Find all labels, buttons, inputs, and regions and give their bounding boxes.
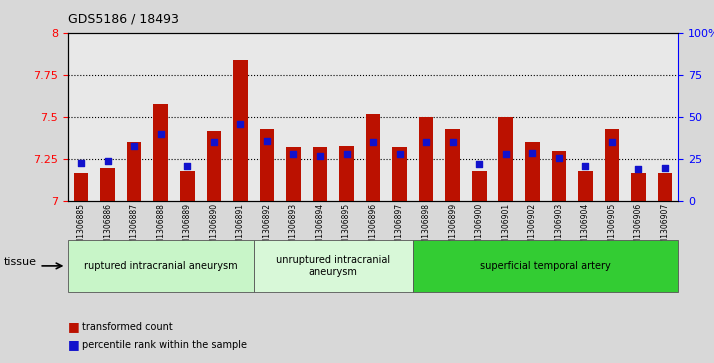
Bar [525,142,540,201]
Bar [233,60,248,201]
Text: transformed count: transformed count [82,322,173,332]
Point [473,162,485,167]
Bar [313,147,327,201]
Point [155,131,166,137]
Point [421,139,432,145]
Bar [419,117,433,201]
Point [606,139,618,145]
Point [394,151,406,157]
Point [367,139,378,145]
Bar [605,129,619,201]
Bar [658,173,673,201]
Bar [127,142,141,201]
Bar [366,114,381,201]
Bar [339,146,354,201]
Point [288,151,299,157]
Bar [286,147,301,201]
Point [235,121,246,127]
Point [208,139,219,145]
Point [447,139,458,145]
Text: unruptured intracranial
aneurysm: unruptured intracranial aneurysm [276,255,391,277]
Point [129,143,140,149]
Bar [154,103,168,201]
Text: tissue: tissue [4,257,36,267]
Text: percentile rank within the sample: percentile rank within the sample [82,340,247,350]
Point [659,165,670,171]
Bar [74,173,89,201]
Bar [472,171,486,201]
Bar [101,168,115,201]
Point [500,151,511,157]
Bar [392,147,407,201]
Point [261,138,273,144]
Point [527,150,538,155]
Text: ■: ■ [68,338,79,351]
Bar [631,173,645,201]
Bar [498,117,513,201]
Point [181,163,193,169]
Bar [551,151,566,201]
Bar [206,131,221,201]
Point [341,151,352,157]
Point [314,153,326,159]
Text: ruptured intracranial aneurysm: ruptured intracranial aneurysm [84,261,238,271]
Point [102,158,114,164]
Point [633,167,644,172]
Bar [260,129,274,201]
Bar [446,129,460,201]
Point [76,160,87,166]
Text: ■: ■ [68,320,79,333]
Point [553,155,565,160]
Bar [578,171,593,201]
Point [580,163,591,169]
Bar [180,171,195,201]
Text: GDS5186 / 18493: GDS5186 / 18493 [68,13,178,26]
Text: superficial temporal artery: superficial temporal artery [481,261,611,271]
